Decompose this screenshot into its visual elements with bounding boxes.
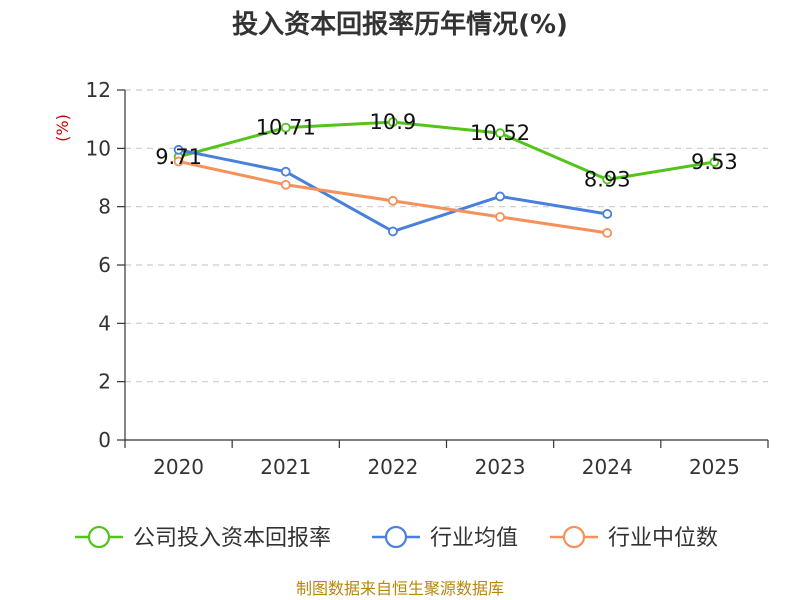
data-point[interactable] (495, 191, 505, 202)
legend-label: 行业均值 (430, 526, 518, 551)
data-point[interactable] (495, 211, 505, 222)
data-point[interactable] (388, 195, 398, 206)
data-point[interactable] (388, 226, 398, 237)
series-2 (173, 144, 613, 237)
data-point[interactable] (173, 144, 184, 155)
data-label: 9.71 (155, 145, 202, 169)
series-line (178, 148, 608, 233)
series-line (178, 120, 715, 182)
data-label: 8.93 (584, 168, 631, 192)
source-note: 制图数据来自恒生聚源数据库 (296, 579, 504, 598)
data-point[interactable] (709, 157, 720, 167)
data-label: 10.9 (370, 110, 417, 134)
legend-swatch-marker (562, 525, 586, 549)
y-tick-label: 10 (86, 136, 111, 160)
data-label: 10.71 (256, 116, 316, 140)
chart-title: 投入资本回报率历年情况(%) (232, 9, 568, 40)
data-label: 9.53 (691, 150, 738, 174)
data-point[interactable] (388, 117, 398, 127)
data-point[interactable] (602, 228, 613, 238)
x-tick-label: 2020 (153, 455, 204, 479)
x-tick-label: 2024 (582, 455, 633, 479)
y-tick-label: 8 (98, 195, 111, 219)
series-layer (173, 117, 720, 238)
data-point[interactable] (173, 156, 184, 167)
legend-item-2[interactable]: 行业均值 (372, 525, 518, 551)
legend-swatch-marker (384, 525, 408, 549)
grid (125, 89, 768, 383)
data-point[interactable] (280, 166, 291, 177)
data-point[interactable] (602, 174, 613, 185)
data-point[interactable] (280, 179, 291, 190)
x-tick-label: 2021 (260, 455, 311, 479)
y-tick-label: 6 (98, 253, 111, 277)
x-tick-label: 2022 (367, 455, 418, 479)
legend[interactable]: 公司投入资本回报率 行业均值 行业中位数 (75, 525, 718, 551)
y-tick-label: 4 (98, 311, 111, 335)
legend-swatch-marker (87, 525, 111, 549)
y-tick-label: 0 (98, 428, 111, 452)
x-tick-label: 2023 (475, 455, 526, 479)
legend-item-3[interactable]: 行业中位数 (550, 525, 718, 551)
legend-item-1[interactable]: 公司投入资本回报率 (75, 525, 331, 551)
legend-label: 行业中位数 (608, 526, 718, 551)
y-tick-label: 12 (86, 78, 111, 102)
data-labels: 9.71 10.71 10.9 10.52 8.93 9.53 (155, 110, 738, 191)
x-tick-label: 2025 (689, 455, 740, 479)
data-label: 10.52 (470, 121, 530, 145)
data-point[interactable] (602, 209, 613, 219)
series-3 (173, 156, 613, 238)
y-axis-unit: (%) (53, 114, 72, 142)
axes: 0 2 4 6 8 10 12 2020 2021 2022 2023 2024 2025 (86, 78, 769, 479)
legend-label: 公司投入资本回报率 (133, 526, 331, 551)
data-point[interactable] (280, 122, 291, 133)
data-point[interactable] (495, 128, 505, 139)
y-tick-label: 2 (98, 370, 111, 394)
